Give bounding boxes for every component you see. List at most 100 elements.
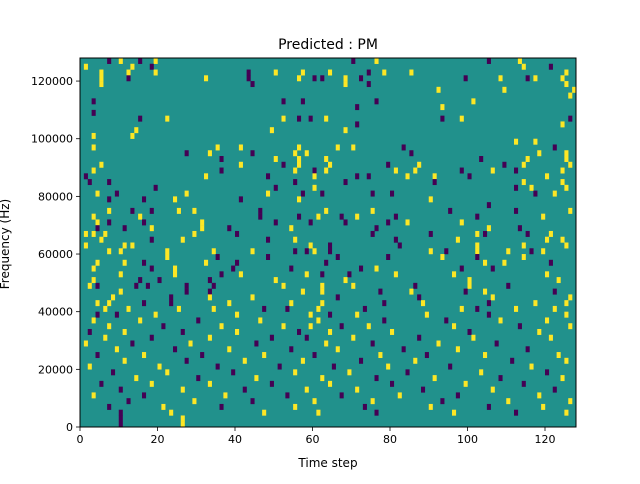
x-tick-label: 20 xyxy=(151,433,165,446)
heatmap-cell xyxy=(448,363,453,370)
heatmap-cell xyxy=(467,282,472,289)
heatmap-cell xyxy=(424,352,429,359)
heatmap-cell xyxy=(254,340,259,347)
heatmap-cell xyxy=(525,156,530,162)
heatmap-cell xyxy=(215,363,220,370)
heatmap-cell xyxy=(568,323,573,330)
heatmap-cell xyxy=(258,213,263,220)
heatmap-cell xyxy=(277,363,282,370)
heatmap-cell xyxy=(479,369,484,376)
heatmap-cell xyxy=(386,254,391,260)
heatmap-cell xyxy=(560,167,565,174)
heatmap-cell xyxy=(281,115,286,122)
heatmap-cell xyxy=(304,150,309,157)
heatmap-cell xyxy=(235,230,240,237)
heatmap-cell xyxy=(494,340,499,347)
heatmap-cell xyxy=(242,386,247,393)
heatmap-cell xyxy=(211,305,216,312)
y-tick-label: 40000 xyxy=(38,306,73,319)
heatmap-cell xyxy=(506,282,511,289)
heatmap-cell xyxy=(176,305,181,312)
heatmap-cell xyxy=(335,144,340,151)
heatmap-cell xyxy=(455,346,460,353)
heatmap-cell xyxy=(405,369,410,376)
heatmap-cell xyxy=(111,369,116,376)
heatmap-cell xyxy=(312,352,317,359)
heatmap-cell xyxy=(122,242,127,249)
heatmap-cell xyxy=(486,403,491,410)
heatmap-cell xyxy=(440,104,445,111)
heatmap-cell xyxy=(103,230,108,237)
heatmap-cell xyxy=(173,346,178,353)
heatmap-cell xyxy=(114,346,119,353)
chart-title: Predicted : PM xyxy=(278,37,378,53)
heatmap-cell xyxy=(138,213,143,220)
y-tick-label: 120000 xyxy=(31,75,73,88)
heatmap-cell xyxy=(297,115,302,122)
heatmap-cell xyxy=(359,75,364,82)
heatmap-cell xyxy=(390,190,395,197)
heatmap-cell xyxy=(149,225,154,232)
heatmap-cell xyxy=(107,179,112,186)
heatmap-cell xyxy=(564,184,569,191)
heatmap-cell xyxy=(219,167,224,174)
heatmap-cell xyxy=(572,86,577,93)
y-tick-label: 60000 xyxy=(38,248,73,261)
heatmap-cell xyxy=(211,282,216,289)
heatmap-cell xyxy=(490,386,495,393)
x-tick-label: 60 xyxy=(306,433,320,446)
heatmap-cell xyxy=(378,352,383,359)
heatmap-cell xyxy=(320,282,325,289)
heatmap-cell xyxy=(514,138,519,145)
heatmap-cell xyxy=(184,357,189,364)
heatmap-cell xyxy=(297,75,302,82)
heatmap-cell xyxy=(118,58,123,64)
heatmap-cell xyxy=(568,161,573,168)
heatmap-cell xyxy=(91,265,96,272)
heatmap-cell xyxy=(238,161,243,168)
heatmap-cell xyxy=(149,380,154,387)
heatmap-cell xyxy=(521,380,526,387)
heatmap-cell xyxy=(483,230,488,237)
heatmap-cell xyxy=(293,167,298,174)
heatmap-cell xyxy=(91,109,96,116)
heatmap-cell xyxy=(180,328,185,335)
heatmap-cell xyxy=(525,346,530,353)
heatmap-cell xyxy=(401,346,406,353)
heatmap-cell xyxy=(351,282,356,289)
heatmap-cell xyxy=(417,161,422,168)
heatmap-cell xyxy=(153,69,158,76)
heatmap-cell xyxy=(142,352,147,359)
heatmap-cell xyxy=(374,265,379,272)
heatmap-cell xyxy=(533,190,538,197)
heatmap-cell xyxy=(180,236,185,243)
heatmap-cell xyxy=(207,150,212,157)
y-axis: 0 20000 40000 60000 80000 100000 120000 xyxy=(31,75,80,434)
heatmap-cell xyxy=(374,98,379,105)
heatmap-cell xyxy=(107,323,112,330)
heatmap-cell xyxy=(564,156,569,162)
heatmap-cell xyxy=(370,230,375,237)
heatmap-cell xyxy=(556,277,561,284)
heatmap-cell xyxy=(107,58,112,64)
heatmap-cell xyxy=(161,323,166,330)
heatmap-cell xyxy=(564,409,569,416)
heatmap-cell xyxy=(293,150,298,157)
heatmap-cell xyxy=(444,317,449,324)
heatmap-cell xyxy=(169,300,174,307)
heatmap-cell xyxy=(382,317,387,324)
heatmap-cell xyxy=(95,311,100,318)
heatmap-cell xyxy=(107,248,112,255)
heatmap-cell xyxy=(95,190,100,197)
heatmap-cell xyxy=(498,75,503,82)
heatmap-cell xyxy=(95,259,100,266)
heatmap-cell xyxy=(405,219,410,226)
heatmap-cell xyxy=(300,98,305,105)
heatmap-cell xyxy=(118,415,123,422)
heatmap-cell xyxy=(548,230,553,237)
heatmap-cell xyxy=(316,317,321,324)
heatmap-cell xyxy=(467,277,472,284)
heatmap-cell xyxy=(297,156,302,162)
heatmap-cell xyxy=(521,179,526,186)
heatmap-cell xyxy=(95,352,100,359)
